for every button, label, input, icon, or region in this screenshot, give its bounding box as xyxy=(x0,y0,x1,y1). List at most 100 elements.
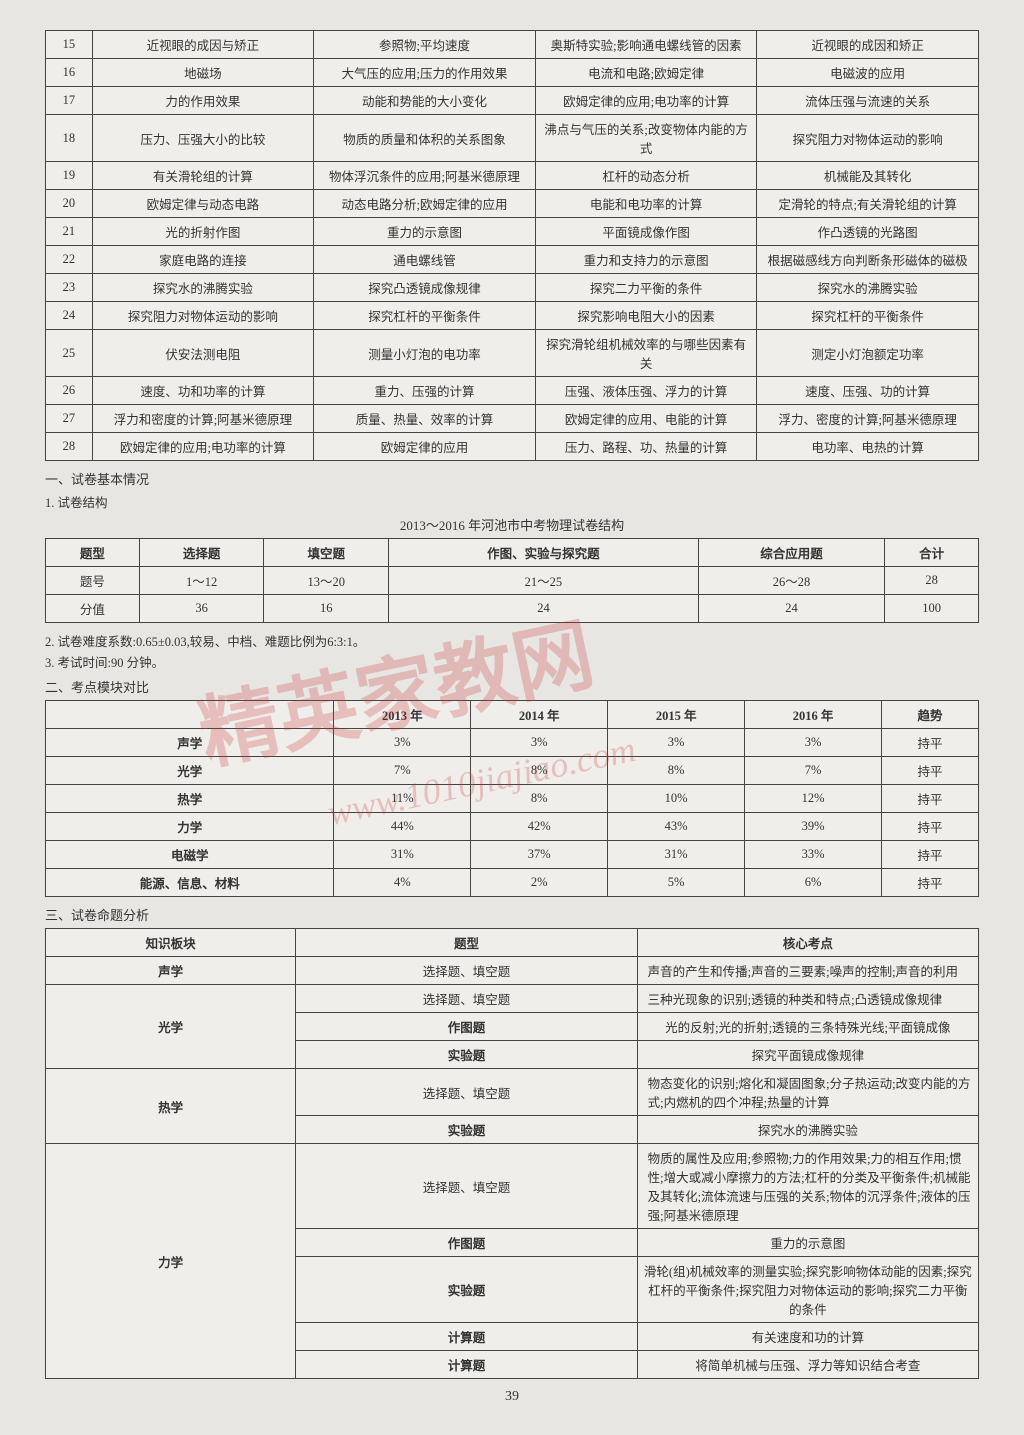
table-cell: 探究影响电阻大小的因素 xyxy=(535,302,757,330)
table-cell: 31% xyxy=(608,841,745,869)
table-cell: 持平 xyxy=(881,729,978,757)
table-cell: 12% xyxy=(745,785,882,813)
table-cell: 浮力和密度的计算;阿基米德原理 xyxy=(92,405,314,433)
table-cell: 探究杠杆的平衡条件 xyxy=(757,302,979,330)
table-cell: 24 xyxy=(698,595,884,623)
table-cell: 持平 xyxy=(881,841,978,869)
table-cell: 探究阻力对物体运动的影响 xyxy=(757,115,979,162)
table-cell: 100 xyxy=(885,595,979,623)
content-cell: 声音的产生和传播;声音的三要素;噪声的控制;声音的利用 xyxy=(637,957,978,985)
table-cell: 力的作用效果 xyxy=(92,87,314,115)
table-cell: 地磁场 xyxy=(92,59,314,87)
table-cell: 参照物;平均速度 xyxy=(314,31,536,59)
table-cell: 10% xyxy=(608,785,745,813)
module-cell: 热学 xyxy=(46,1069,296,1144)
table-cell: 热学 xyxy=(46,785,334,813)
content-cell: 物态变化的识别;熔化和凝固图象;分子热运动;改变内能的方式;内燃机的四个冲程;热… xyxy=(637,1069,978,1116)
table-header xyxy=(46,701,334,729)
table-cell: 持平 xyxy=(881,869,978,897)
structure-table: 题型选择题填空题作图、实验与探究题综合应用题合计 题号1～1213～2021～2… xyxy=(45,538,979,623)
table-cell: 3% xyxy=(608,729,745,757)
table-cell: 探究阻力对物体运动的影响 xyxy=(92,302,314,330)
table-header: 题型 xyxy=(296,929,637,957)
table-cell: 根据磁感线方向判断条形磁体的磁极 xyxy=(757,246,979,274)
section2-title: 二、考点模块对比 xyxy=(45,677,979,696)
content-cell: 有关速度和功的计算 xyxy=(637,1323,978,1351)
table-header: 题型 xyxy=(46,539,140,567)
table-cell: 43% xyxy=(608,813,745,841)
table-cell: 定滑轮的特点;有关滑轮组的计算 xyxy=(757,190,979,218)
content-cell: 重力的示意图 xyxy=(637,1229,978,1257)
section1-sub3: 3. 考试时间:90 分钟。 xyxy=(45,652,979,671)
table-cell: 能源、信息、材料 xyxy=(46,869,334,897)
table-header: 2013 年 xyxy=(334,701,471,729)
table-cell: 物质的质量和体积的关系图象 xyxy=(314,115,536,162)
table-cell: 24 xyxy=(46,302,93,330)
content-cell: 光的反射;光的折射;透镜的三条特殊光线;平面镜成像 xyxy=(637,1013,978,1041)
section1-title: 一、试卷基本情况 xyxy=(45,469,979,488)
table-cell: 44% xyxy=(334,813,471,841)
table-cell: 近视眼的成因和矫正 xyxy=(757,31,979,59)
table-cell: 平面镜成像作图 xyxy=(535,218,757,246)
table-cell: 流体压强与流速的关系 xyxy=(757,87,979,115)
table-cell: 探究杠杆的平衡条件 xyxy=(314,302,536,330)
table-cell: 欧姆定律的应用 xyxy=(314,433,536,461)
table-header: 选择题 xyxy=(139,539,264,567)
table-cell: 机械能及其转化 xyxy=(757,162,979,190)
table-header: 综合应用题 xyxy=(698,539,884,567)
table-header: 趋势 xyxy=(881,701,978,729)
table-cell: 压强、液体压强、浮力的计算 xyxy=(535,377,757,405)
table-cell: 重力的示意图 xyxy=(314,218,536,246)
analysis-table: 知识板块题型核心考点 声学选择题、填空题声音的产生和传播;声音的三要素;噪声的控… xyxy=(45,928,979,1379)
table-header: 2016 年 xyxy=(745,701,882,729)
table-cell: 题号 xyxy=(46,567,140,595)
table-cell: 13～20 xyxy=(264,567,389,595)
main-content-table: 15近视眼的成因与矫正参照物;平均速度奥斯特实验;影响通电螺线管的因素近视眼的成… xyxy=(45,30,979,461)
table-cell: 分值 xyxy=(46,595,140,623)
table-cell: 通电螺线管 xyxy=(314,246,536,274)
table-cell: 测量小灯泡的电功率 xyxy=(314,330,536,377)
table-cell: 电功率、电热的计算 xyxy=(757,433,979,461)
table-cell: 探究水的沸腾实验 xyxy=(757,274,979,302)
table-cell: 1～12 xyxy=(139,567,264,595)
table-cell: 33% xyxy=(745,841,882,869)
comparison-table: 2013 年2014 年2015 年2016 年趋势 声学3%3%3%3%持平光… xyxy=(45,700,979,897)
table-cell: 杠杆的动态分析 xyxy=(535,162,757,190)
table-header: 合计 xyxy=(885,539,979,567)
table-cell: 电能和电功率的计算 xyxy=(535,190,757,218)
content-cell: 探究平面镜成像规律 xyxy=(637,1041,978,1069)
section1-table-title: 2013～2016 年河池市中考物理试卷结构 xyxy=(45,515,979,534)
table-cell: 16 xyxy=(264,595,389,623)
table-cell: 作凸透镜的光路图 xyxy=(757,218,979,246)
table-cell: 24 xyxy=(389,595,699,623)
table-cell: 欧姆定律的应用、电能的计算 xyxy=(535,405,757,433)
table-cell: 11% xyxy=(334,785,471,813)
table-cell: 持平 xyxy=(881,813,978,841)
table-cell: 42% xyxy=(471,813,608,841)
table-cell: 近视眼的成因与矫正 xyxy=(92,31,314,59)
table-header: 填空题 xyxy=(264,539,389,567)
table-cell: 19 xyxy=(46,162,93,190)
table-cell: 压力、路程、功、热量的计算 xyxy=(535,433,757,461)
table-cell: 37% xyxy=(471,841,608,869)
table-cell: 16 xyxy=(46,59,93,87)
table-cell: 探究二力平衡的条件 xyxy=(535,274,757,302)
table-cell: 欧姆定律的应用;电功率的计算 xyxy=(535,87,757,115)
table-cell: 奥斯特实验;影响通电螺线管的因素 xyxy=(535,31,757,59)
content-cell: 物质的属性及应用;参照物;力的作用效果;力的相互作用;惯性;增大或减小摩擦力的方… xyxy=(637,1144,978,1229)
table-header: 2014 年 xyxy=(471,701,608,729)
table-cell: 有关滑轮组的计算 xyxy=(92,162,314,190)
table-cell: 4% xyxy=(334,869,471,897)
table-cell: 22 xyxy=(46,246,93,274)
table-cell: 持平 xyxy=(881,785,978,813)
type-cell: 实验题 xyxy=(296,1041,637,1069)
table-cell: 36 xyxy=(139,595,264,623)
type-cell: 实验题 xyxy=(296,1116,637,1144)
module-cell: 光学 xyxy=(46,985,296,1069)
table-header: 知识板块 xyxy=(46,929,296,957)
table-cell: 速度、压强、功的计算 xyxy=(757,377,979,405)
content-cell: 探究水的沸腾实验 xyxy=(637,1116,978,1144)
table-cell: 探究水的沸腾实验 xyxy=(92,274,314,302)
table-cell: 8% xyxy=(608,757,745,785)
table-cell: 26 xyxy=(46,377,93,405)
